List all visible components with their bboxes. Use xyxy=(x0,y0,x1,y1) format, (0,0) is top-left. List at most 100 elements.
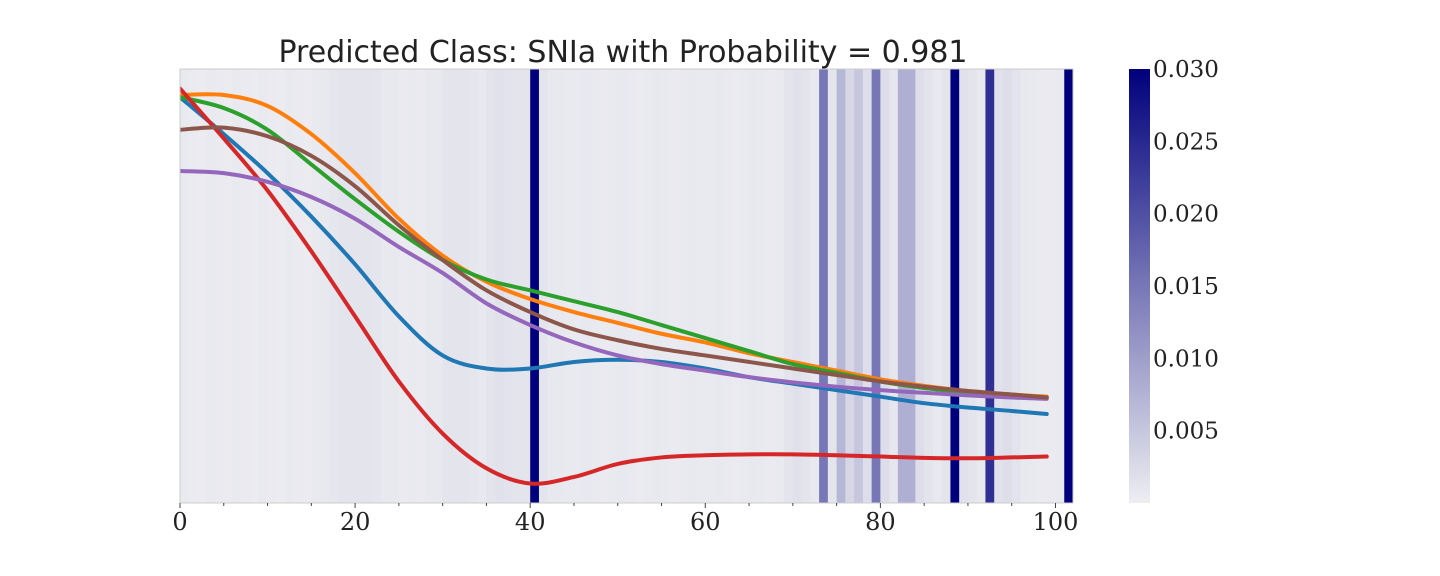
attention-band xyxy=(232,69,242,503)
x-tick-label: 100 xyxy=(1033,508,1079,536)
attention-band xyxy=(1020,69,1030,503)
attention-band xyxy=(810,69,820,503)
attention-band xyxy=(390,69,400,503)
x-tick-label: 80 xyxy=(865,508,896,536)
attention-band xyxy=(976,69,986,503)
attention-band xyxy=(889,69,899,503)
attention-band xyxy=(188,69,198,503)
attention-band xyxy=(784,69,794,503)
attention-band xyxy=(722,69,732,503)
attention-band xyxy=(967,69,978,503)
colorbar-tick-label: 0.005 xyxy=(1153,419,1219,445)
colorbar-ticks: 0.005 0.010 0.015 0.020 0.025 0.030 xyxy=(1153,57,1219,445)
attention-band xyxy=(223,69,233,503)
attention-band xyxy=(311,69,321,503)
plot-frame xyxy=(179,68,1074,504)
attention-band xyxy=(600,69,610,503)
attention-band xyxy=(381,69,391,503)
attention-band xyxy=(355,69,365,503)
attention-band xyxy=(267,69,277,503)
attention-band xyxy=(582,69,592,503)
attention-band xyxy=(1064,69,1073,503)
attention-band xyxy=(547,69,557,503)
colorbar-tick-label: 0.010 xyxy=(1153,346,1219,372)
attention-band xyxy=(276,69,286,503)
attention-band xyxy=(258,69,268,503)
attention-band xyxy=(897,69,908,503)
attention-band xyxy=(573,69,584,503)
attention-band xyxy=(346,69,356,503)
attention-band xyxy=(749,69,759,503)
colorbar-tick-label: 0.015 xyxy=(1153,274,1219,300)
x-tick-label: 40 xyxy=(515,508,546,536)
attention-band xyxy=(180,69,190,503)
attention-band xyxy=(731,69,741,503)
attention-band xyxy=(652,69,662,503)
attention-band xyxy=(644,69,654,503)
series-line xyxy=(180,95,1049,417)
attention-band xyxy=(801,69,811,503)
x-tick-label: 0 xyxy=(172,508,187,536)
attention-band xyxy=(1011,69,1021,503)
attention-band xyxy=(792,69,802,503)
series-line xyxy=(180,125,1049,400)
attention-band xyxy=(661,69,671,503)
attention-band xyxy=(433,69,444,503)
attention-band xyxy=(241,69,251,503)
x-tick-label: 60 xyxy=(690,508,721,536)
attention-band xyxy=(1055,69,1065,503)
attention-bands xyxy=(180,69,1073,503)
attention-band xyxy=(1002,69,1013,503)
series-line xyxy=(180,86,1049,486)
attention-band xyxy=(1037,69,1048,503)
attention-band xyxy=(924,69,934,503)
attention-band xyxy=(862,69,873,503)
attention-band xyxy=(1046,69,1056,503)
attention-band xyxy=(460,69,470,503)
attention-band xyxy=(687,69,697,503)
attention-band xyxy=(670,69,680,503)
attention-band xyxy=(363,69,373,503)
attention-band xyxy=(215,69,225,503)
attention-band xyxy=(451,69,461,503)
attention-band xyxy=(197,69,207,503)
attention-band xyxy=(398,69,409,503)
attention-band xyxy=(617,69,627,503)
attention-band xyxy=(416,69,426,503)
attention-band xyxy=(994,69,1004,503)
attention-band xyxy=(854,69,864,503)
attention-band xyxy=(565,69,575,503)
chart-title: Predicted Class: SNIa with Probability =… xyxy=(278,35,967,70)
series-line xyxy=(180,168,1049,401)
attention-band xyxy=(250,69,260,503)
attention-band xyxy=(836,69,846,503)
colorbar-tick-label: 0.025 xyxy=(1153,129,1219,155)
attention-band xyxy=(608,69,619,503)
attention-band xyxy=(372,69,382,503)
attention-band xyxy=(302,69,312,503)
attention-band xyxy=(696,69,706,503)
attention-band xyxy=(442,69,452,503)
attention-band xyxy=(591,69,601,503)
attention-band xyxy=(626,69,636,503)
x-axis: 0 20 40 60 80 100 xyxy=(172,503,1078,536)
light-curves xyxy=(180,86,1049,486)
attention-band xyxy=(1029,69,1039,503)
attention-band xyxy=(985,69,995,503)
attention-band xyxy=(468,69,479,503)
attention-band xyxy=(530,69,540,503)
attention-band xyxy=(293,69,303,503)
attention-band xyxy=(206,69,216,503)
attention-band xyxy=(407,69,417,503)
attention-band xyxy=(959,69,969,503)
attention-band xyxy=(819,69,829,503)
attention-band xyxy=(538,69,549,503)
attention-band xyxy=(320,69,330,503)
x-tick-label: 20 xyxy=(340,508,371,536)
attention-band xyxy=(425,69,435,503)
colorbar-tick-label: 0.030 xyxy=(1153,57,1219,83)
attention-band xyxy=(757,69,767,503)
attention-band xyxy=(635,69,645,503)
attention-band xyxy=(880,69,890,503)
attention-band xyxy=(766,69,776,503)
